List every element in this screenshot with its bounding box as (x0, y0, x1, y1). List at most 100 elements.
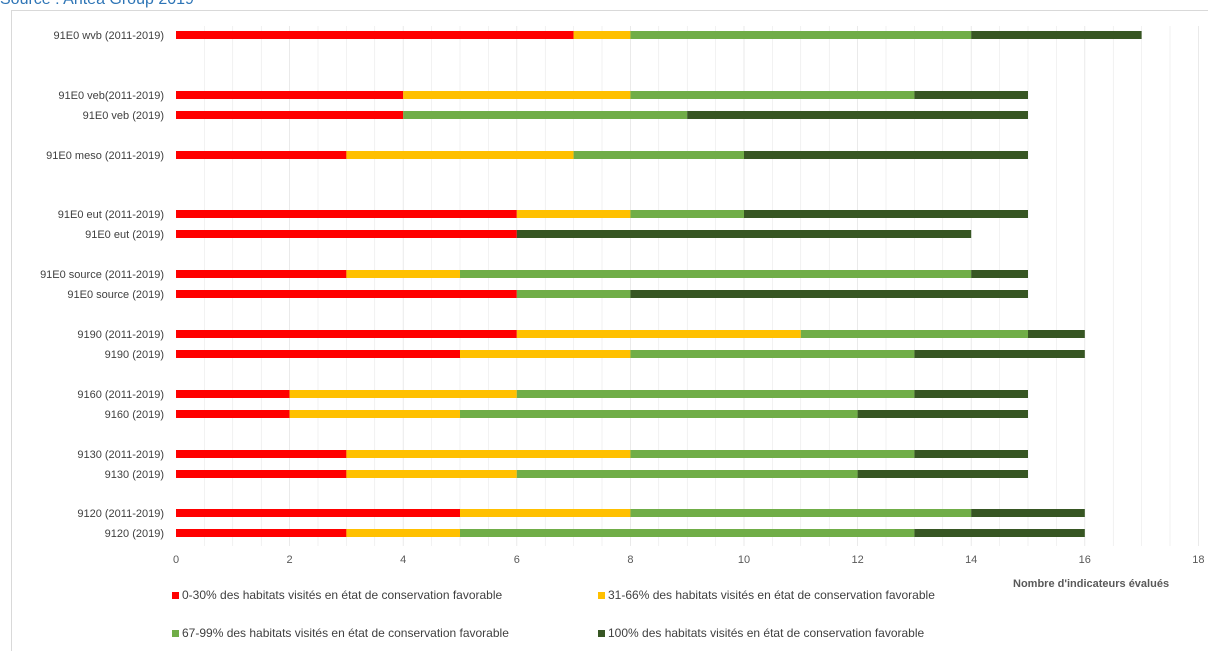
legend-swatch-yellow (598, 591, 605, 599)
bar-9120-2019-lightgreen (460, 529, 915, 537)
legend-item-lightgreen: 67-99% des habitats visités en état de c… (172, 626, 509, 640)
bar-9160-2019-red (176, 410, 290, 418)
bar-9130-2019-lightgreen (516, 470, 858, 478)
category-label-9190-2019: 9190 (2019) (105, 349, 164, 361)
legend-label-red: 0-30% des habitats visités en état de co… (182, 588, 503, 602)
x-tick-label: 0 (173, 554, 179, 566)
chart-frame (11, 10, 1208, 651)
bar-9120-2019-darkgreen (914, 529, 1085, 537)
category-label-9130-2019: 9130 (2019) (105, 469, 164, 481)
bar-91e0-veb-2011-2019-lightgreen (630, 91, 915, 99)
category-label-9120-2011-2019: 9120 (2011-2019) (77, 508, 164, 520)
bar-9130-2019-yellow (346, 470, 517, 478)
bar-9160-2011-2019-lightgreen (516, 390, 915, 398)
bar-91e0-veb-2011-2019-yellow (403, 91, 631, 99)
bar-91e0-source-2011-2019-lightgreen (460, 270, 972, 278)
bar-9190-2019-red (176, 350, 460, 358)
x-axis-title: Nombre d'indicateurs évalués (1013, 578, 1170, 590)
bar-9130-2011-2019-lightgreen (630, 450, 915, 458)
legend-label-lightgreen: 67-99% des habitats visités en état de c… (182, 626, 509, 640)
bar-9120-2011-2019-lightgreen (630, 509, 972, 517)
bar-9120-2019-red (176, 529, 347, 537)
bar-91e0-wvb-2011-2019-darkgreen (971, 31, 1142, 39)
bar-91e0-meso-2011-2019-red (176, 151, 347, 159)
bar-9190-2011-2019-red (176, 330, 517, 338)
bar-91e0-eut-2011-2019-darkgreen (744, 210, 1028, 218)
bar-91e0-meso-2011-2019-lightgreen (573, 151, 744, 159)
x-tick-label: 2 (287, 554, 293, 566)
category-label-91e0-veb-2019: 91E0 veb (2019) (83, 110, 164, 122)
x-tick-label: 14 (965, 554, 977, 566)
bar-9130-2011-2019-darkgreen (914, 450, 1028, 458)
x-tick-labels: 0 2 4 6 8 10 12 14 16 18 (173, 554, 1205, 566)
bar-91e0-veb-2011-2019-darkgreen (914, 91, 1028, 99)
grid-lines (204, 26, 1199, 546)
bar-9130-2019-red (176, 470, 347, 478)
bar-91e0-source-2011-2019-red (176, 270, 347, 278)
bar-91e0-veb-2019-darkgreen (687, 111, 1028, 119)
x-tick-label: 8 (627, 554, 633, 566)
bar-9120-2011-2019-red (176, 509, 460, 517)
category-label-91e0-source-2011-2019: 91E0 source (2011-2019) (40, 269, 164, 281)
category-label-91e0-source-2019: 91E0 source (2019) (67, 289, 164, 301)
legend-item-yellow: 31-66% des habitats visités en état de c… (598, 588, 935, 602)
x-tick-label: 16 (1079, 554, 1091, 566)
category-label-9160-2011-2019: 9160 (2011-2019) (77, 389, 164, 401)
category-label-91e0-eut-2011-2019: 91E0 eut (2011-2019) (58, 209, 164, 221)
bar-91e0-source-2019-red (176, 290, 517, 298)
bar-91e0-eut-2019-red (176, 230, 517, 238)
bar-91e0-source-2011-2019-yellow (346, 270, 460, 278)
bar-91e0-wvb-2011-2019-red (176, 31, 574, 39)
legend-label-darkgreen: 100% des habitats visités en état de con… (608, 626, 925, 640)
legend-swatch-darkgreen (598, 629, 605, 637)
x-tick-label: 12 (851, 554, 863, 566)
bar-91e0-eut-2011-2019-red (176, 210, 517, 218)
category-labels: 91E0 wvb (2011-2019) 91E0 veb(2011-2019) 9… (40, 30, 164, 540)
x-tick-label: 4 (400, 554, 406, 566)
bar-9160-2019-darkgreen (857, 410, 1028, 418)
bar-91e0-eut-2011-2019-yellow (516, 210, 631, 218)
bar-9120-2011-2019-yellow (460, 509, 631, 517)
bar-91e0-eut-2011-2019-lightgreen (630, 210, 744, 218)
bar-9130-2011-2019-red (176, 450, 347, 458)
bar-9160-2019-yellow (289, 410, 460, 418)
category-label-9130-2011-2019: 9130 (2011-2019) (77, 449, 164, 461)
source-note: Source : Antea Group 2019 (0, 0, 194, 9)
bar-series (176, 31, 1142, 537)
bar-91e0-meso-2011-2019-yellow (346, 151, 574, 159)
x-tick-label: 6 (514, 554, 520, 566)
bar-9160-2011-2019-yellow (289, 390, 517, 398)
bar-91e0-veb-2019-lightgreen (403, 111, 688, 119)
x-tick-label: 10 (738, 554, 750, 566)
category-label-91e0-eut-2019: 91E0 eut (2019) (85, 229, 164, 241)
bar-91e0-wvb-2011-2019-lightgreen (630, 31, 972, 39)
bar-9190-2019-lightgreen (630, 350, 915, 358)
category-label-91e0-wvb-2011-2019: 91E0 wvb (2011-2019) (54, 30, 164, 42)
bar-9130-2011-2019-yellow (346, 450, 631, 458)
legend-swatch-red (172, 591, 179, 599)
category-label-9160-2019: 9160 (2019) (105, 409, 164, 421)
bar-9160-2011-2019-darkgreen (914, 390, 1028, 398)
bar-9160-2019-lightgreen (460, 410, 858, 418)
legend-label-yellow: 31-66% des habitats visités en état de c… (608, 588, 935, 602)
bar-9190-2011-2019-darkgreen (1028, 330, 1085, 338)
bar-91e0-source-2011-2019-darkgreen (971, 270, 1028, 278)
bar-91e0-source-2019-darkgreen (630, 290, 1028, 298)
legend-item-darkgreen: 100% des habitats visités en état de con… (598, 626, 924, 640)
bar-9120-2019-yellow (346, 529, 460, 537)
legend-swatch-lightgreen (172, 629, 179, 637)
bar-91e0-wvb-2011-2019-yellow (573, 31, 631, 39)
bar-9160-2011-2019-red (176, 390, 290, 398)
category-label-9120-2019: 9120 (2019) (105, 528, 164, 540)
bar-9190-2019-darkgreen (914, 350, 1085, 358)
category-label-91e0-meso-2011-2019: 91E0 meso (2011-2019) (46, 150, 164, 162)
bar-9120-2011-2019-darkgreen (971, 509, 1085, 517)
x-tick-label: 18 (1192, 554, 1204, 566)
bar-9130-2019-darkgreen (857, 470, 1028, 478)
bar-91e0-veb-2019-red (176, 111, 404, 119)
bar-91e0-veb-2011-2019-red (176, 91, 404, 99)
legend-item-red: 0-30% des habitats visités en état de co… (172, 588, 502, 602)
bar-91e0-source-2019-lightgreen (516, 290, 631, 298)
category-label-9190-2011-2019: 9190 (2011-2019) (77, 329, 164, 341)
